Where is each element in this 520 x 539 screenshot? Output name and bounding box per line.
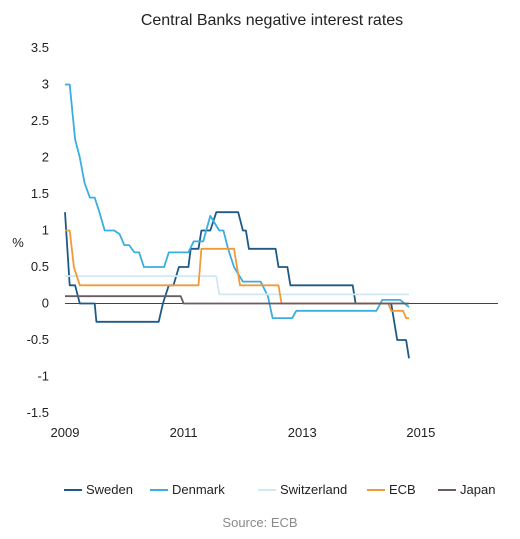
y-tick-label: 3 (42, 77, 49, 92)
y-tick-label: 1 (42, 223, 49, 238)
series-lines (64, 83, 410, 359)
legend-label-sweden: Sweden (86, 482, 133, 497)
x-tick-label: 2009 (51, 425, 80, 440)
y-tick-label: 0 (42, 296, 49, 311)
x-tick-labels: 2009 2011 2013 2015 (51, 425, 436, 440)
y-tick-label: -0.5 (27, 332, 49, 347)
legend-label-switzerland: Switzerland (280, 482, 347, 497)
x-tick-label: 2015 (406, 425, 435, 440)
y-tick-label: 2.5 (31, 113, 49, 128)
legend-label-japan: Japan (460, 482, 495, 497)
x-tick-label: 2011 (170, 425, 198, 440)
legend-label-denmark: Denmark (172, 482, 225, 497)
legend: Sweden Denmark Switzerland ECB Japan (64, 482, 495, 497)
y-tick-label: 3.5 (31, 40, 49, 55)
series-line-denmark (65, 83, 410, 320)
series-line-japan (65, 295, 409, 305)
y-tick-label: 1.5 (31, 186, 49, 201)
chart-source: Source: ECB (222, 515, 297, 530)
y-tick-labels: -1.5 -1 -0.5 0 0.5 1 1.5 2 2.5 3 3.5 (27, 40, 49, 420)
y-tick-label: -1.5 (27, 405, 49, 420)
y-tick-label: -1 (37, 369, 49, 384)
legend-label-ecb: ECB (389, 482, 416, 497)
x-tick-label: 2013 (288, 425, 317, 440)
series-line-switzerland (65, 275, 409, 296)
y-tick-label: 2 (42, 150, 49, 165)
chart-title: Central Banks negative interest rates (141, 12, 403, 29)
y-tick-label: 0.5 (31, 259, 49, 274)
y-axis-label: % (12, 235, 24, 250)
series-line-ecb (65, 229, 409, 320)
